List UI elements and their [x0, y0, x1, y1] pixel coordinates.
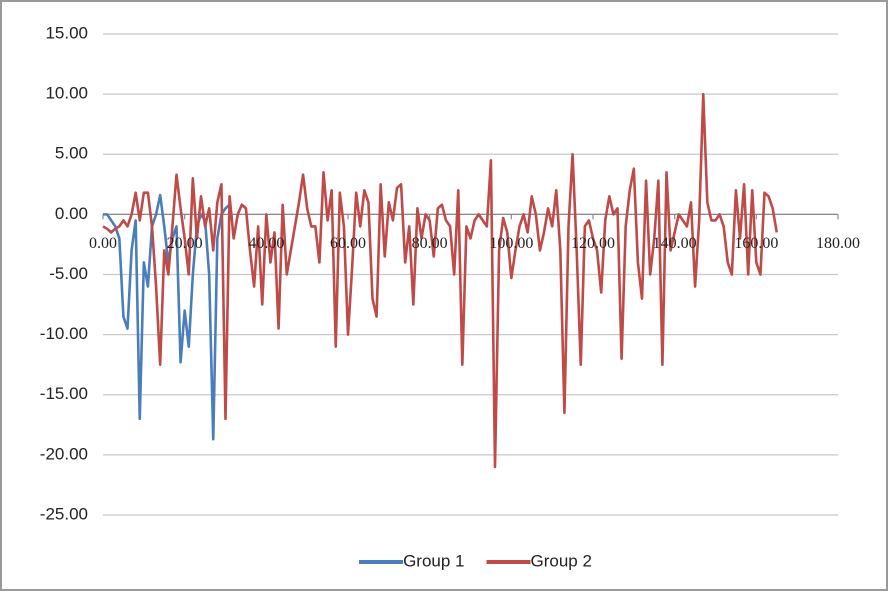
legend-label: Group 2: [531, 551, 592, 570]
x-tick-label: 180.00: [816, 235, 860, 252]
x-tick-label: 60.00: [330, 235, 366, 252]
y-tick-label: 10.00: [45, 84, 88, 103]
x-tick-label: 100.00: [489, 235, 533, 252]
y-tick-label: 0.00: [55, 204, 88, 223]
x-tick-label: 80.00: [412, 235, 448, 252]
series-line: [103, 193, 231, 441]
y-tick-label: -5.00: [49, 264, 88, 283]
legend-label: Group 1: [403, 551, 464, 570]
x-tick-label: 20.00: [167, 235, 203, 252]
y-tick-label: -20.00: [40, 444, 88, 463]
x-tick-label: 120.00: [571, 235, 615, 252]
x-tick-label: 140.00: [653, 235, 697, 252]
legend-item: Group 2: [486, 551, 592, 570]
x-tick-label: 40.00: [248, 235, 284, 252]
x-tick-label: 0.00: [89, 235, 117, 252]
y-tick-label: -15.00: [40, 384, 88, 403]
y-tick-label: -25.00: [40, 504, 88, 523]
series-line: [102, 92, 779, 469]
x-tick-label: 160.00: [734, 235, 778, 252]
y-tick-label: 5.00: [55, 144, 88, 163]
legend-item: Group 1: [359, 551, 465, 570]
y-tick-label: -10.00: [40, 324, 88, 343]
y-tick-label: 15.00: [45, 23, 88, 42]
